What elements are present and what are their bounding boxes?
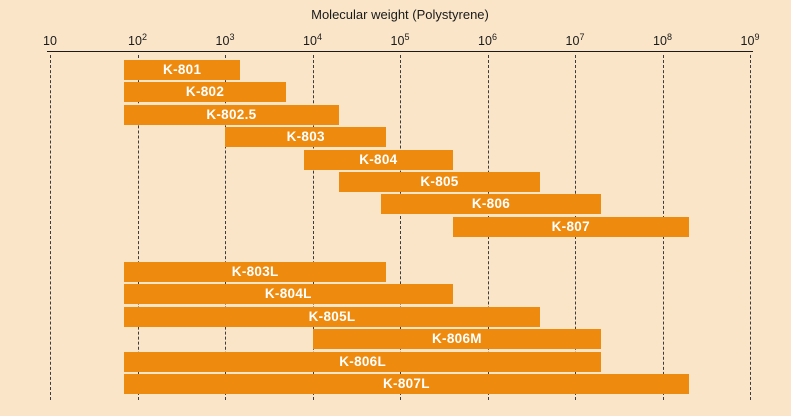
bar-label: K-807L <box>382 376 430 391</box>
bar-K-802: K-802 <box>123 82 287 103</box>
bar-label: K-802.5 <box>206 106 257 122</box>
x-tick-label: 10 <box>43 34 57 48</box>
gridline <box>312 55 314 400</box>
x-tick-exponent: 2 <box>141 31 147 42</box>
bar-label: K-804 <box>359 151 398 167</box>
bar-label: K-806L <box>339 353 387 369</box>
gridline <box>50 55 51 400</box>
x-tick-exponent: 5 <box>404 31 410 42</box>
x-tick-label: 103 <box>215 31 235 48</box>
x-tick-label: 102 <box>128 31 147 48</box>
bar-label: K-805L <box>308 308 356 324</box>
bar-K-806L: K-806L <box>123 351 602 372</box>
gridline <box>225 55 226 400</box>
bar-K-804L: K-804L <box>123 284 453 305</box>
gridline <box>400 55 401 400</box>
x-tick-label: 104 <box>303 31 322 48</box>
x-tick-label: 106 <box>478 31 497 48</box>
bar-label: K-802 <box>185 84 225 100</box>
x-tick-label: 105 <box>390 31 410 48</box>
x-tick-label: 107 <box>565 31 585 48</box>
bar-K-807L: K-807L <box>123 374 689 394</box>
gridline <box>750 55 751 400</box>
bar-K-805L: K-805L <box>123 306 541 327</box>
bar-label: K-805 <box>420 174 459 189</box>
bar-K-802.5: K-802.5 <box>123 104 339 125</box>
bar-K-807: K-807 <box>452 216 689 237</box>
bar-K-804: K-804 <box>304 149 453 170</box>
bar-label: K-806 <box>471 196 511 212</box>
bar-K-803L: K-803L <box>123 262 387 282</box>
bar-label: K-803L <box>231 264 279 279</box>
bar-label: K-807 <box>551 218 590 234</box>
x-tick-exponent: 8 <box>666 31 672 42</box>
bar-K-803: K-803 <box>225 127 387 148</box>
x-tick-label: 109 <box>740 31 760 48</box>
x-axis-line <box>47 51 753 52</box>
bar-K-801: K-801 <box>123 60 241 80</box>
bar-label: K-804L <box>264 286 312 302</box>
x-tick-exponent: 9 <box>754 31 760 42</box>
x-tick-exponent: 3 <box>229 31 235 42</box>
x-tick-exponent: 4 <box>316 31 322 42</box>
gridline <box>137 55 139 400</box>
x-tick-label: 108 <box>653 31 672 48</box>
bar-label: K-803 <box>286 129 325 145</box>
bar-K-806M: K-806M <box>312 329 602 350</box>
bar-label: K-801 <box>163 62 202 77</box>
bar-K-806: K-806 <box>380 194 602 215</box>
bar-K-805: K-805 <box>338 172 541 192</box>
x-tick-exponent: 7 <box>579 31 585 42</box>
x-tick-exponent: 6 <box>491 31 497 42</box>
bar-label: K-806M <box>432 331 482 347</box>
chart-title: Molecular weight (Polystyrene) <box>311 7 489 22</box>
